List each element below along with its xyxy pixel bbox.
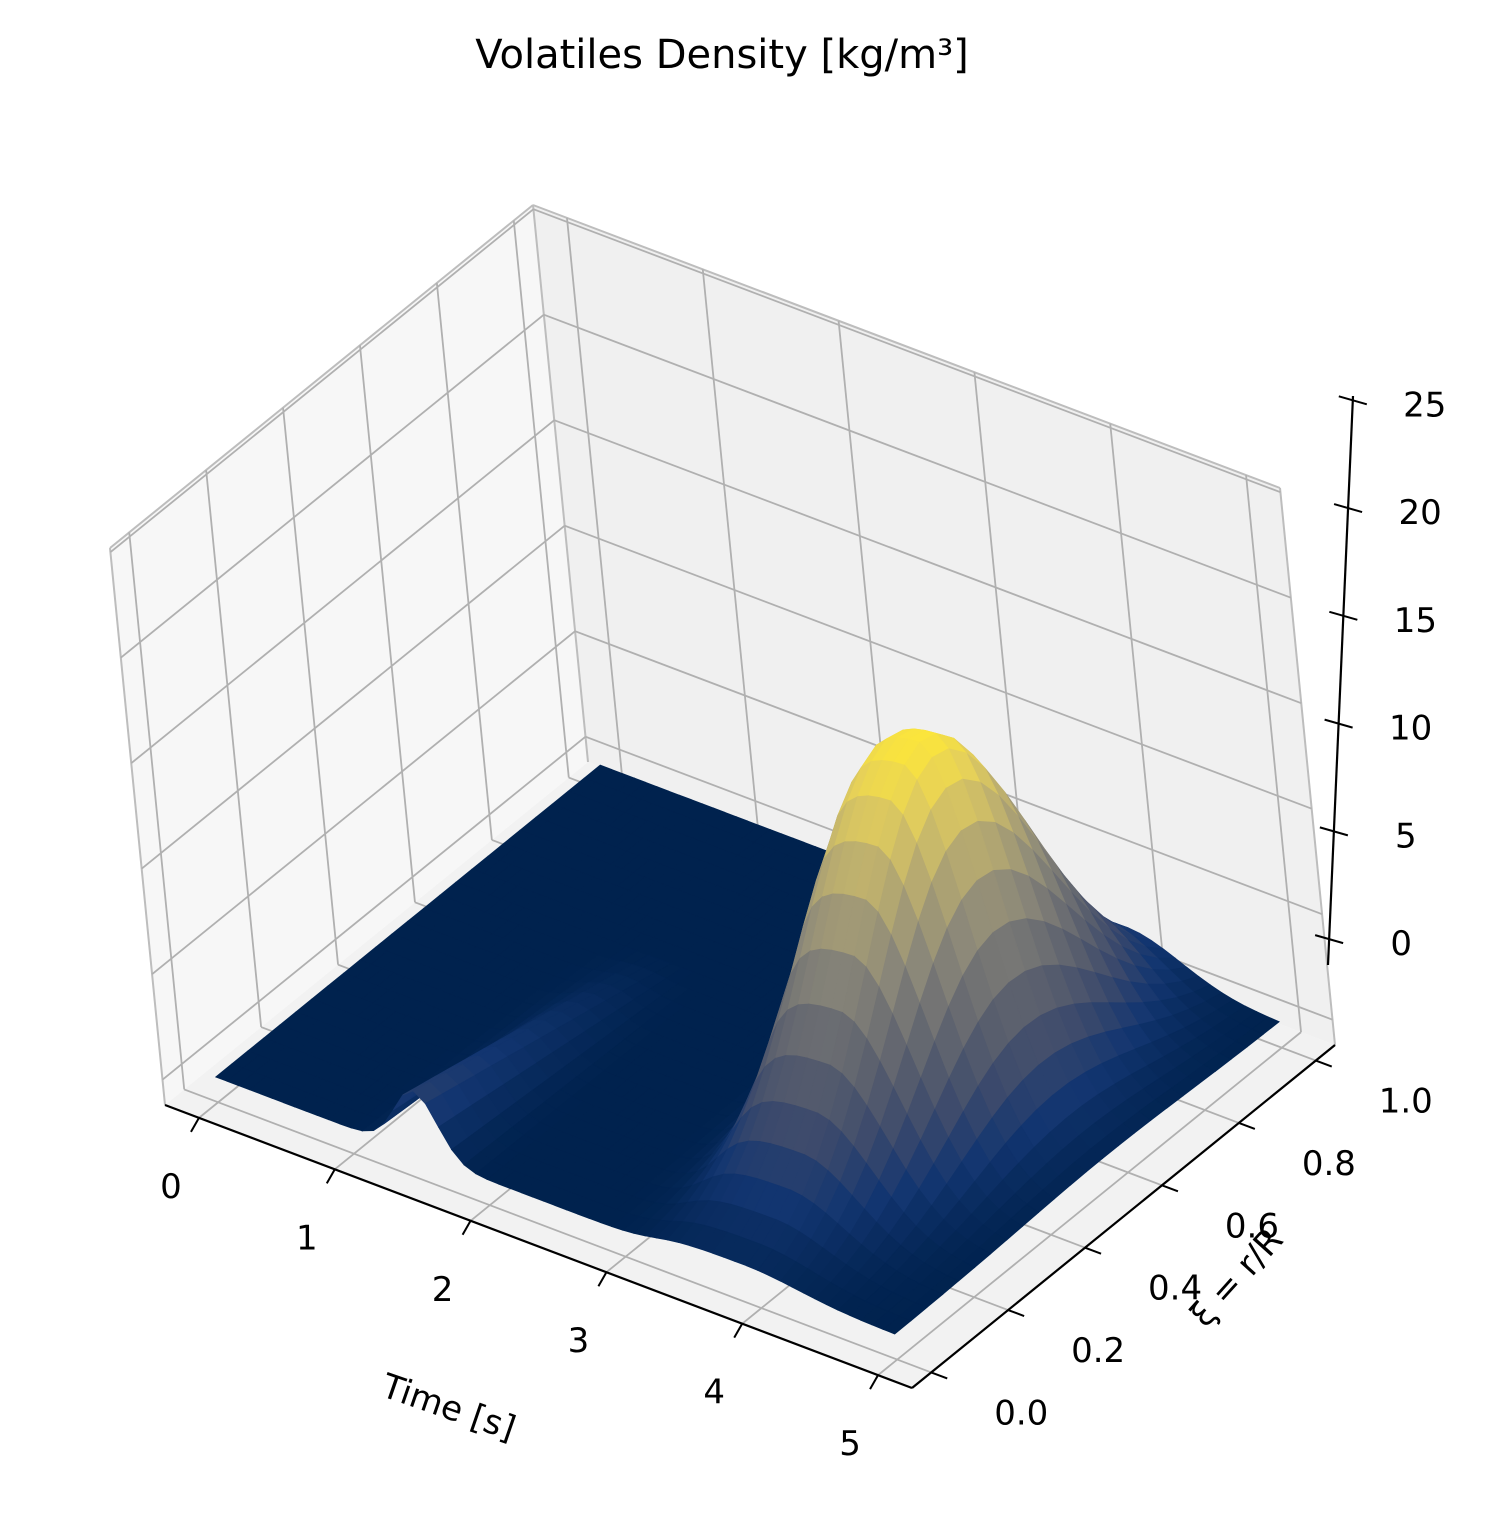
y-grid-line: [359, 345, 416, 903]
y-tick-label: 0.2: [1071, 1331, 1125, 1371]
z-grid-line: [109, 208, 534, 553]
z-grid-line: [564, 524, 1312, 810]
z-tick-mark: [1329, 610, 1358, 621]
y-tick-mark: [930, 1371, 948, 1380]
z-tick-mark: [1324, 718, 1353, 729]
y-tick-label: 0.0: [994, 1393, 1048, 1433]
z-axis-line: [1326, 395, 1355, 966]
z-grid-line: [553, 419, 1302, 705]
y-grid-line: [128, 532, 186, 1090]
y-tick-mark: [1161, 1184, 1179, 1193]
z-tick-mark: [1319, 826, 1349, 837]
x-tick-label: 5: [839, 1424, 861, 1464]
x-axis-label: Time [s]: [376, 1366, 521, 1449]
x-tick-mark: [869, 1374, 879, 1390]
x-grid-line: [701, 269, 759, 827]
pane-edge: [1279, 487, 1336, 1046]
x-axis-line: [164, 1103, 913, 1390]
y-grid-line: [512, 220, 570, 778]
z-grid-line: [130, 419, 555, 764]
y-axis-line: [911, 1044, 1336, 1389]
x-tick-mark: [597, 1271, 608, 1287]
z-tick-mark: [1333, 503, 1363, 514]
y-tick-mark: [1007, 1309, 1025, 1317]
x-grid-line: [877, 1031, 1302, 1376]
y-tick-label: 0.4: [1148, 1269, 1202, 1309]
z-tick-label: 15: [1394, 601, 1437, 641]
y-tick-label: 0.6: [1225, 1206, 1279, 1246]
y-tick-label: 0.8: [1302, 1144, 1356, 1184]
y-grid-line: [435, 282, 493, 841]
x-grid-line: [566, 217, 623, 775]
z-grid-line: [141, 524, 566, 870]
x-grid-line: [1245, 475, 1302, 1033]
surface-plot: [214, 728, 1280, 1335]
chart-title: Volatiles Density [kg/m³]: [475, 32, 968, 78]
pane-edge: [109, 547, 166, 1106]
z-grid-line: [161, 735, 587, 1081]
z-tick-label: 20: [1398, 493, 1441, 533]
y-grid-line: [282, 407, 339, 965]
y-tick-label: 1.0: [1379, 1082, 1433, 1122]
x-tick-mark: [461, 1220, 472, 1236]
x-tick-label: 1: [296, 1218, 318, 1258]
left-pane: [110, 205, 588, 1105]
pane-edge: [532, 204, 589, 763]
y-grid-line: [205, 469, 263, 1028]
pane-edge: [532, 204, 1281, 489]
x-tick-label: 4: [703, 1373, 725, 1413]
x-tick-mark: [190, 1117, 200, 1133]
x-tick-label: 2: [432, 1270, 454, 1310]
z-grid-line: [151, 630, 576, 975]
y-tick-mark: [1315, 1059, 1333, 1068]
x-tick-mark: [325, 1168, 336, 1184]
back-pane: [533, 205, 1335, 1045]
z-tick-mark: [1338, 395, 1368, 406]
surface-patch: [882, 1315, 912, 1335]
x-tick-mark: [733, 1323, 744, 1339]
z-tick-label: 0: [1390, 924, 1412, 964]
z-grid-line: [543, 313, 1292, 599]
tick-labels: 0 1 2 3 4 5 0.0 0.2 0.4 0.6 0.8 1.0 0 5 10 15 20 25: [160, 385, 1446, 1464]
axes: [164, 395, 1368, 1390]
z-tick-label: 25: [1403, 385, 1446, 425]
x-grid-line: [1109, 423, 1167, 981]
z-tick-label: 5: [1395, 816, 1417, 856]
x-tick-label: 3: [568, 1321, 590, 1361]
y-tick-mark: [1238, 1122, 1256, 1130]
x-tick-label: 0: [160, 1167, 182, 1207]
z-grid-line: [120, 314, 545, 659]
z-grid-line: [533, 208, 1281, 494]
y-grid-line: [183, 1088, 932, 1374]
z-tick-mark: [1314, 934, 1344, 945]
y-tick-mark: [1084, 1246, 1102, 1255]
pane-edge: [109, 204, 534, 549]
z-tick-label: 10: [1389, 709, 1432, 749]
